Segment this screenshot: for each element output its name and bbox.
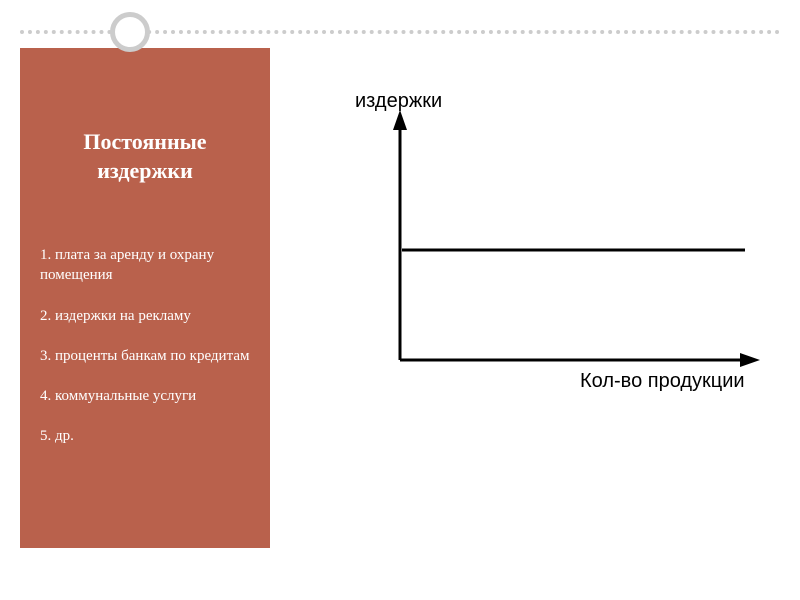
- sidebar-item: 1. плата за аренду и охрану помещения: [40, 245, 250, 286]
- sidebar-panel: Постоянные издержки 1. плата за аренду и…: [20, 48, 270, 548]
- sidebar-item: 4. коммунальные услуги: [40, 386, 250, 406]
- chart-area: издержки Кол-во продукции: [300, 80, 780, 480]
- sidebar-title: Постоянные издержки: [40, 128, 250, 185]
- sidebar-item: 2. издержки на рекламу: [40, 306, 250, 326]
- chart-svg: [300, 80, 780, 480]
- sidebar-item: 5. др.: [40, 426, 250, 446]
- header-circle-ornament: [110, 12, 150, 52]
- sidebar-item: 3. проценты банкам по кредитам: [40, 346, 250, 366]
